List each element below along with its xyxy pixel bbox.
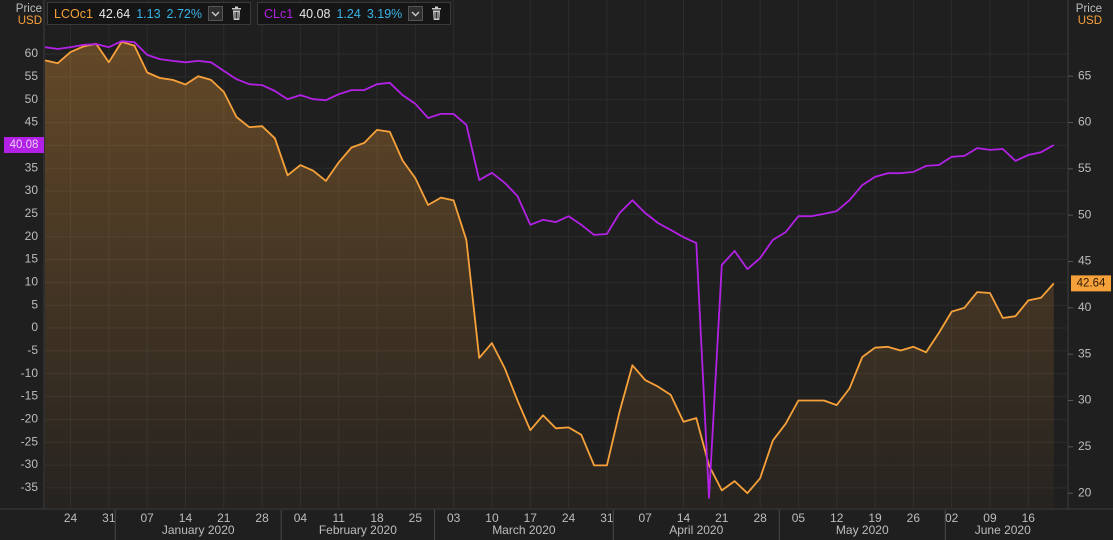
y-tick-label: 25	[25, 206, 39, 220]
y2-tick-label: 65	[1078, 68, 1092, 82]
legend-name: LCOc1	[54, 6, 93, 21]
x-tick-label: 10	[485, 511, 499, 525]
y2-axis-header: Price USD	[1070, 3, 1102, 27]
month-label: March 2020	[492, 523, 556, 537]
y-tick-label: -10	[21, 366, 39, 380]
legend-name: CLc1	[264, 6, 294, 21]
x-tick-label: 04	[294, 511, 308, 525]
y2-tick-label: 35	[1078, 346, 1092, 360]
y2-tick-label: 45	[1078, 254, 1092, 268]
x-tick-label: 18	[370, 511, 384, 525]
y-tick-label: 15	[25, 252, 39, 266]
x-tick-label: 03	[447, 511, 461, 525]
last-value-label: 40.08	[10, 139, 39, 151]
y-tick-label: 10	[25, 275, 39, 289]
y-axis-header: Price USD	[10, 3, 42, 27]
x-tick-label: 09	[983, 511, 997, 525]
y-tick-label: -5	[27, 343, 38, 357]
month-label: June 2020	[975, 523, 1031, 537]
x-tick-label: 21	[217, 511, 231, 525]
y2-tick-label: 50	[1078, 207, 1092, 221]
y-tick-label: 55	[25, 69, 39, 83]
legend-change: 1.24	[336, 6, 361, 21]
month-label: May 2020	[836, 523, 889, 537]
x-tick-label: 12	[830, 511, 844, 525]
series-line	[44, 40, 1055, 499]
x-tick-label: 07	[140, 511, 154, 525]
x-tick-label: 28	[255, 511, 269, 525]
delete-button[interactable]	[229, 6, 244, 21]
x-tick-label: 24	[64, 511, 78, 525]
y-tick-label: 5	[31, 297, 38, 311]
last-value-box	[4, 137, 44, 154]
dropdown-button[interactable]	[408, 6, 424, 21]
x-tick-label: 16	[1022, 511, 1036, 525]
series-line	[44, 41, 1055, 495]
month-label: April 2020	[669, 523, 723, 537]
y-tick-label: -15	[21, 389, 39, 403]
y-tick-label: 0	[31, 320, 38, 334]
y-axis-label: Price	[15, 3, 42, 15]
x-tick-label: 11	[332, 511, 345, 525]
x-tick-label: 31	[600, 511, 614, 525]
y2-tick-label: 20	[1078, 485, 1092, 499]
legend-last: 40.08	[299, 6, 331, 21]
dropdown-button[interactable]	[207, 6, 223, 21]
x-tick-label: 14	[179, 511, 193, 525]
y2-tick-label: 25	[1078, 439, 1092, 453]
series-area	[45, 41, 1054, 509]
x-tick-label: 31	[102, 511, 116, 525]
y-tick-label: 20	[25, 229, 39, 243]
y2-tick-label: 60	[1078, 115, 1092, 129]
month-label: January 2020	[162, 523, 235, 537]
x-tick-label: 26	[907, 511, 921, 525]
last-value-marker: 40.08	[4, 137, 44, 154]
y2-tick-label: 40	[1078, 300, 1092, 314]
legend-change-pct: 2.72%	[166, 6, 202, 21]
y-tick-label: -30	[21, 457, 39, 471]
x-tick-label: 17	[524, 511, 538, 525]
x-tick-label: 25	[409, 511, 423, 525]
legend-change-pct: 3.19%	[366, 6, 403, 21]
y-tick-label: 45	[25, 115, 39, 129]
last-value-box	[1071, 275, 1111, 292]
y2-tick-label: 30	[1078, 393, 1092, 407]
x-tick-label: 14	[677, 511, 691, 525]
x-tick-label: 21	[715, 511, 729, 525]
y-tick-label: 30	[25, 183, 39, 197]
y2-axis-unit: USD	[1077, 15, 1102, 27]
y-axis-unit: USD	[17, 15, 42, 27]
y-tick-label: 50	[25, 92, 39, 106]
legend-item: LCOc1 42.64 1.13 2.72%	[47, 2, 251, 25]
x-tick-label: 24	[562, 511, 576, 525]
legend-last: 42.64	[98, 6, 131, 21]
y-tick-label: -20	[21, 412, 39, 426]
x-tick-label: 02	[945, 511, 959, 525]
x-tick-label: 28	[753, 511, 767, 525]
y2-axis-label: Price	[1075, 3, 1102, 15]
month-label: February 2020	[319, 523, 397, 537]
y2-tick-label: 55	[1078, 161, 1092, 175]
x-tick-label: 19	[868, 511, 882, 525]
legend-change: 1.13	[136, 6, 161, 21]
last-value-marker: 42.64	[1071, 275, 1111, 292]
x-tick-label: 07	[639, 511, 653, 525]
y-tick-label: -35	[21, 480, 39, 494]
y-tick-label: 60	[25, 46, 39, 60]
delete-button[interactable]	[429, 6, 444, 21]
last-value-label: 42.64	[1077, 277, 1106, 289]
x-tick-label: 05	[792, 511, 806, 525]
y-tick-label: -25	[21, 434, 39, 448]
legend-item: CLc1 40.08 1.24 3.19%	[257, 2, 452, 25]
y-tick-label: 35	[25, 160, 39, 174]
